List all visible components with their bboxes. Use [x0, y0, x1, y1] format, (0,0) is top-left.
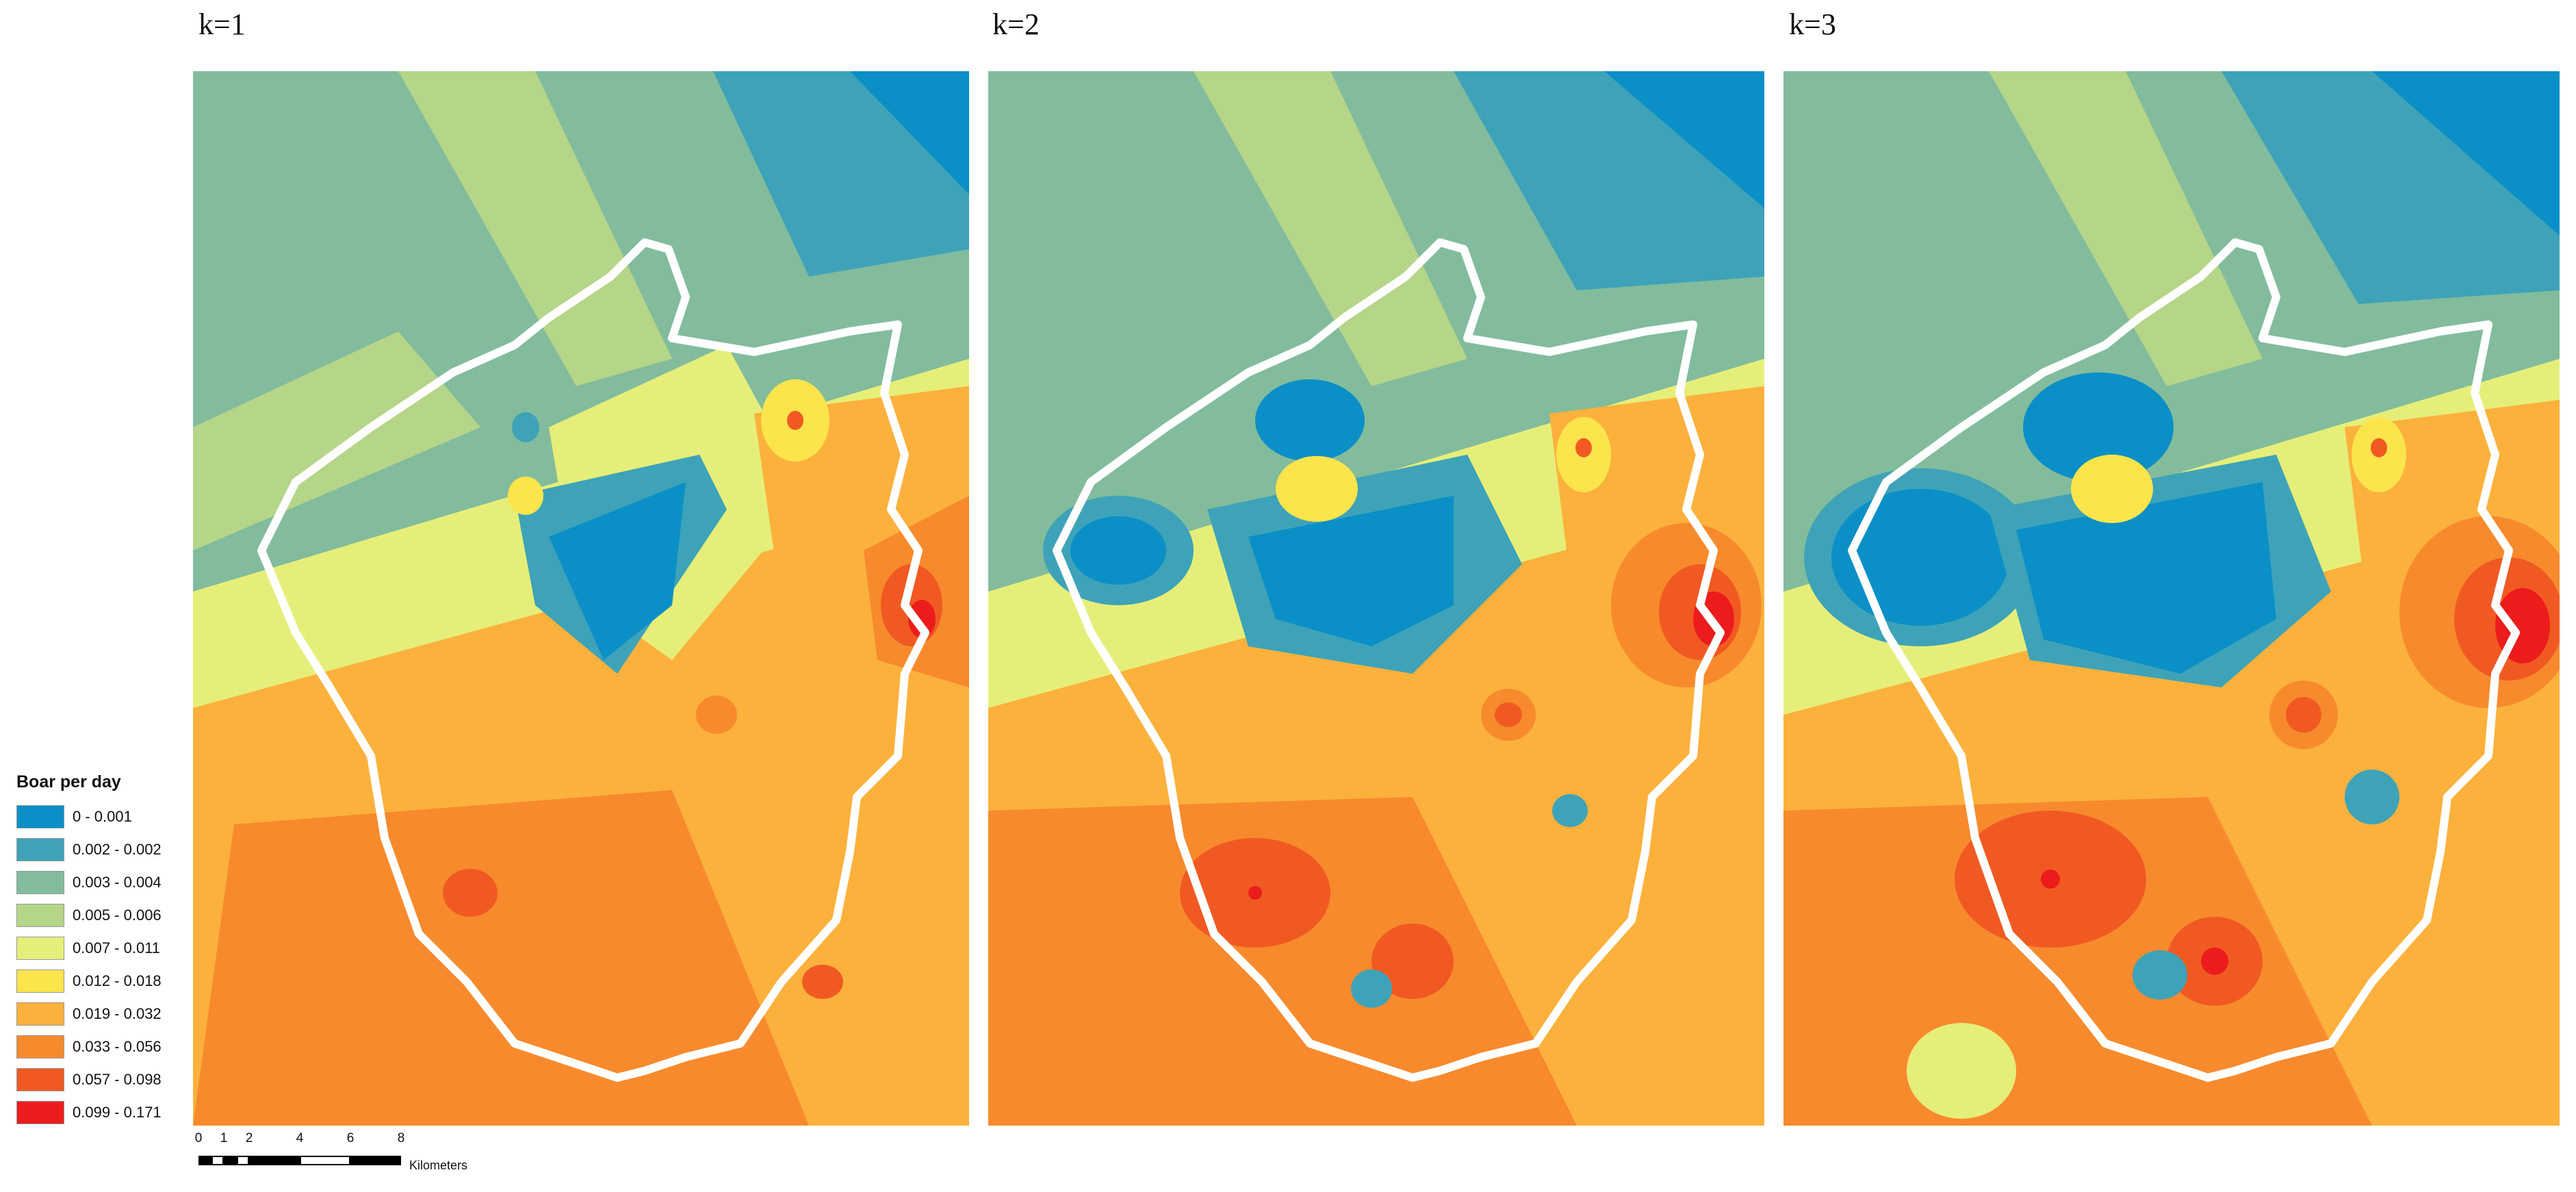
legend-label: 0.012 - 0.018: [73, 972, 162, 989]
panel-title-k1: k=1: [198, 8, 246, 41]
scale-segment: [350, 1156, 401, 1165]
legend-label: 0.002 - 0.002: [73, 841, 162, 858]
study-area-boundary: [1053, 238, 1725, 1082]
legend-label: 0.057 - 0.098: [73, 1071, 162, 1088]
legend-item: 0.057 - 0.098: [16, 1063, 201, 1096]
interpolation-map-k3: [1783, 71, 2560, 1126]
map-panel-k1: [193, 71, 969, 1126]
legend-swatch: [16, 805, 64, 828]
map-panel-k3: [1783, 71, 2560, 1126]
legend-swatch: [16, 969, 64, 993]
scale-tick-1: 1: [220, 1131, 228, 1145]
scale-tick-4: 4: [296, 1131, 304, 1145]
legend-item: 0.003 - 0.004: [16, 866, 201, 899]
legend-item: 0.007 - 0.011: [16, 932, 201, 965]
legend-item: 0.019 - 0.032: [16, 998, 201, 1030]
scale-segment: [211, 1156, 224, 1165]
legend-swatch: [16, 1002, 64, 1026]
interpolation-map-k2: [988, 71, 1764, 1126]
scale-unit: Kilometers: [409, 1158, 468, 1172]
legend-item: 0.005 - 0.006: [16, 899, 201, 932]
scale-tick-6: 6: [346, 1131, 355, 1145]
scale-segment: [249, 1156, 300, 1165]
legend-swatch: [16, 937, 64, 960]
legend-item: 0.099 - 0.171: [16, 1096, 201, 1129]
map-panel-k2: [988, 71, 1764, 1126]
legend-item: 0.033 - 0.056: [16, 1030, 201, 1063]
study-area-boundary: [1848, 238, 2520, 1082]
legend-swatch: [16, 1101, 64, 1124]
legend-swatch: [16, 1035, 64, 1058]
scale-segment: [198, 1156, 211, 1165]
legend-label: 0.033 - 0.056: [73, 1038, 162, 1055]
legend-swatch: [16, 871, 64, 894]
scale-segment: [300, 1156, 350, 1165]
legend-label: 0.019 - 0.032: [73, 1005, 162, 1022]
scale-bar: 0 1 2 4 6 8 Kilometers: [193, 1131, 508, 1186]
scale-segment: [237, 1156, 249, 1165]
legend: Boar per day 0 - 0.001 0.002 - 0.002 0.003…: [16, 772, 201, 1129]
legend-label: 0.099 - 0.171: [73, 1104, 162, 1121]
legend-swatch: [16, 1068, 64, 1091]
legend-title: Boar per day: [16, 772, 121, 791]
interpolation-map-k1: [193, 71, 969, 1126]
scale-tick-2: 2: [245, 1131, 253, 1145]
legend-item: 0 - 0.001: [16, 800, 201, 833]
legend-item: 0.002 - 0.002: [16, 833, 201, 866]
panel-title-k2: k=2: [992, 8, 1040, 41]
legend-swatch: [16, 838, 64, 861]
scale-tick-8: 8: [397, 1131, 405, 1145]
scale-tick-0: 0: [194, 1131, 203, 1145]
legend-label: 0.005 - 0.006: [73, 906, 162, 924]
legend-label: 0.003 - 0.004: [73, 874, 162, 891]
legend-label: 0.007 - 0.011: [73, 939, 161, 956]
scale-segment: [224, 1156, 237, 1165]
study-area-boundary: [257, 238, 929, 1082]
panel-title-k3: k=3: [1789, 8, 1836, 41]
legend-swatch: [16, 904, 64, 927]
legend-label: 0 - 0.001: [73, 808, 132, 825]
legend-item: 0.012 - 0.018: [16, 965, 201, 998]
